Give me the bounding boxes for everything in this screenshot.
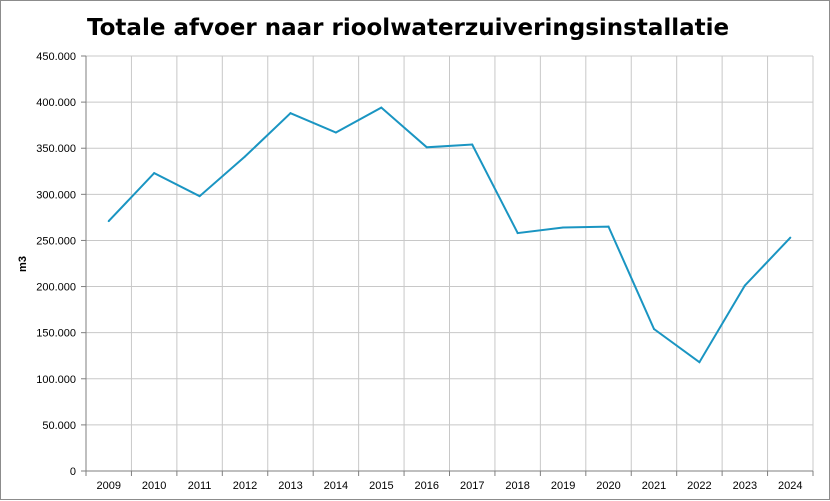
y-tick-label: 150.000 (36, 328, 76, 340)
y-tick-label: 300.000 (36, 189, 76, 201)
x-tick-label: 2010 (142, 480, 166, 492)
data-point (334, 131, 337, 134)
axis-layer (81, 55, 814, 476)
x-tick-label: 2021 (642, 480, 666, 492)
y-tick-label: 50.000 (42, 420, 76, 432)
x-tick-label: 2012 (233, 480, 257, 492)
x-tick-label: 2023 (733, 480, 757, 492)
x-tick-label: 2015 (369, 480, 393, 492)
x-tick-label: 2009 (96, 480, 120, 492)
y-tick-label: 450.000 (36, 51, 76, 63)
data-point (789, 236, 792, 239)
data-point (562, 226, 565, 229)
data-point (425, 146, 428, 149)
data-point (153, 172, 156, 175)
data-point (607, 225, 610, 228)
y-axis-title: m3 (17, 256, 29, 272)
data-point (743, 284, 746, 287)
data-point (652, 327, 655, 330)
x-tick-label: 2024 (778, 480, 802, 492)
chart-title: Totale afvoer naar rioolwaterzuiveringsi… (87, 15, 730, 41)
x-tick-label: 2022 (687, 480, 711, 492)
x-tick-label: 2013 (278, 480, 302, 492)
data-point (471, 143, 474, 146)
grid-layer (86, 55, 814, 471)
data-point (289, 112, 292, 115)
y-tick-label: 250.000 (36, 235, 76, 247)
x-tick-label: 2014 (324, 480, 348, 492)
y-tick-label: 0 (70, 466, 76, 478)
label-layer: 0 50.000 100.000 150.000 200.000 250.000 300.0… (36, 51, 802, 492)
y-tick-label: 200.000 (36, 282, 76, 294)
x-tick-label: 2018 (505, 480, 529, 492)
data-point (516, 232, 519, 235)
line-layer (107, 106, 792, 364)
x-tick-label: 2016 (415, 480, 439, 492)
data-point (380, 106, 383, 109)
data-point (244, 155, 247, 158)
series-line (107, 106, 792, 364)
data-point (107, 220, 110, 223)
data-point (698, 361, 701, 364)
x-tick-label: 2011 (188, 480, 212, 492)
x-tick-label: 2019 (551, 480, 575, 492)
y-tick-label: 100.000 (36, 374, 76, 386)
x-tick-label: 2017 (460, 480, 484, 492)
x-tick-label: 2020 (596, 480, 620, 492)
y-tick-label: 350.000 (36, 143, 76, 155)
data-point (198, 195, 201, 198)
y-tick-label: 400.000 (36, 97, 76, 109)
